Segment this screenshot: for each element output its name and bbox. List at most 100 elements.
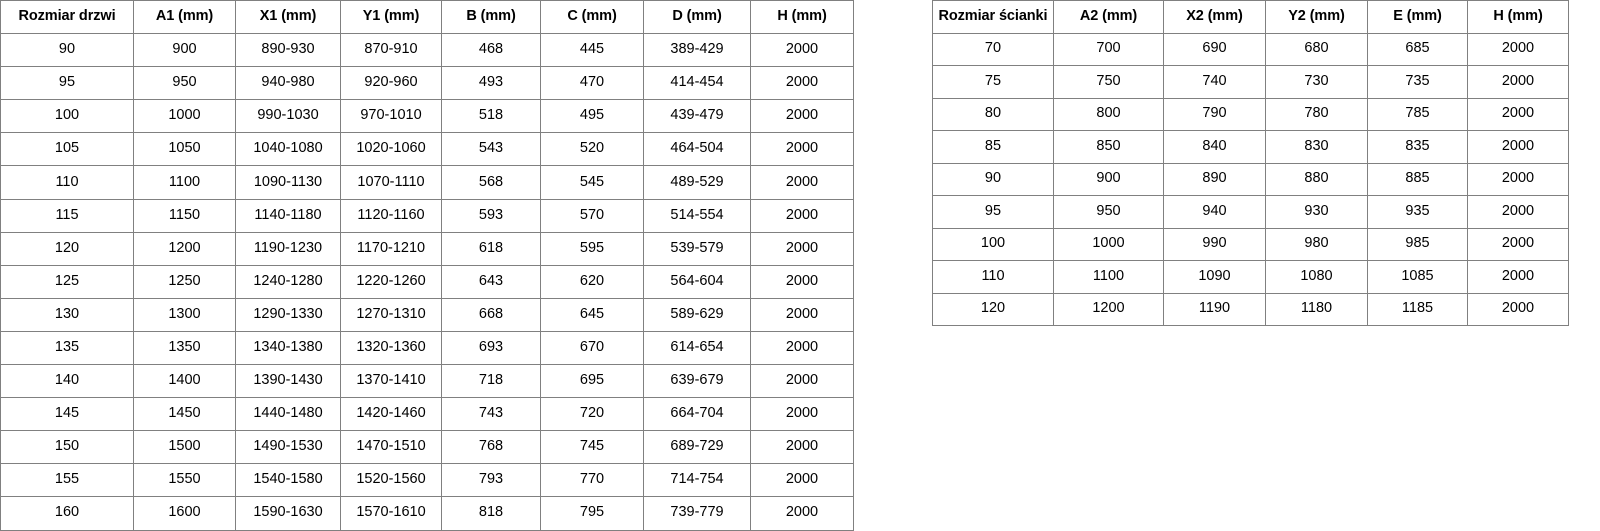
table-cell: 2000 xyxy=(1467,32,1569,66)
table-cell: 2000 xyxy=(1467,65,1569,99)
table-cell: 818 xyxy=(441,496,541,531)
table-cell: 1370-1410 xyxy=(340,364,442,399)
row-size-label: 150 xyxy=(0,430,134,465)
table-cell: 643 xyxy=(441,264,541,299)
row-size-label: 100 xyxy=(0,99,134,134)
table-cell: 2000 xyxy=(750,397,854,432)
table-cell: 714-754 xyxy=(643,463,751,498)
table-cell: 2000 xyxy=(750,463,854,498)
table-cell: 1350 xyxy=(133,330,236,366)
table-cell: 1570-1610 xyxy=(340,496,442,531)
table-cell: 2000 xyxy=(750,99,854,134)
table-cell: 620 xyxy=(540,264,644,299)
table-row: 100 1000 990-1030 970-1010 518 495 439-479 2000 xyxy=(0,99,854,134)
table-cell: 2000 xyxy=(750,496,854,531)
table-cell: 2000 xyxy=(750,132,854,167)
door-column-header-7: H (mm) xyxy=(750,0,854,35)
table-row: 160 1600 1590-1630 1570-1610 818 795 739-779 20… xyxy=(0,496,854,531)
table-cell: 2000 xyxy=(1467,195,1569,229)
table-cell: 1220-1260 xyxy=(340,264,442,299)
table-cell: 1020-1060 xyxy=(340,132,442,167)
table-cell: 850 xyxy=(1053,130,1164,164)
table-cell: 2000 xyxy=(750,364,854,399)
door-column-header-5: C (mm) xyxy=(540,0,644,35)
table-cell: 2000 xyxy=(750,297,854,332)
table-cell: 693 xyxy=(441,330,541,366)
table-cell: 645 xyxy=(540,297,644,332)
row-size-label: 155 xyxy=(0,463,134,498)
table-row: 120 1200 1190 1180 1185 2000 xyxy=(932,292,1569,326)
table-cell: 1290-1330 xyxy=(235,297,341,332)
table-row: 100 1000 990 980 985 2000 xyxy=(932,227,1569,261)
table-cell: 680 xyxy=(1265,32,1368,66)
table-cell: 690 xyxy=(1163,32,1266,66)
table-cell: 718 xyxy=(441,364,541,399)
table-cell: 614-654 xyxy=(643,330,751,366)
table-cell: 830 xyxy=(1265,130,1368,164)
table-cell: 1085 xyxy=(1367,260,1468,294)
row-size-label: 125 xyxy=(0,264,134,299)
table-cell: 985 xyxy=(1367,227,1468,261)
table-row: 145 1450 1440-1480 1420-1460 743 720 664-704 20… xyxy=(0,397,854,432)
table-row: 110 1100 1090 1080 1085 2000 xyxy=(932,260,1569,294)
table-cell: 1550 xyxy=(133,463,236,498)
table-cell: 1390-1430 xyxy=(235,364,341,399)
row-size-label: 90 xyxy=(0,33,134,68)
table-cell: 689-729 xyxy=(643,430,751,465)
table-cell: 2000 xyxy=(750,330,854,366)
table-cell: 940-980 xyxy=(235,66,341,101)
table-row: 125 1250 1240-1280 1220-1260 643 620 564-604 20… xyxy=(0,264,854,299)
table-header-row: Rozmiar ścianki A2 (mm) X2 (mm) Y2 (mm) E (m… xyxy=(932,0,1569,34)
table-cell: 740 xyxy=(1163,65,1266,99)
wall-table-body: 70 700 690 680 685 2000 75 750 740 730 735 2000 80 80… xyxy=(932,32,1569,326)
table-cell: 1185 xyxy=(1367,292,1468,326)
table-cell: 470 xyxy=(540,66,644,101)
wall-column-header-4: E (mm) xyxy=(1367,0,1468,34)
table-cell: 1490-1530 xyxy=(235,430,341,465)
row-size-label: 160 xyxy=(0,496,134,531)
table-cell: 489-529 xyxy=(643,165,751,200)
table-row: 75 750 740 730 735 2000 xyxy=(932,65,1569,99)
wall-column-header-0: Rozmiar ścianki xyxy=(932,0,1054,34)
table-cell: 768 xyxy=(441,430,541,465)
table-cell: 464-504 xyxy=(643,132,751,167)
table-cell: 2000 xyxy=(750,198,854,233)
table-row: 115 1150 1140-1180 1120-1160 593 570 514-554 20… xyxy=(0,198,854,233)
row-size-label: 135 xyxy=(0,330,134,366)
table-cell: 1300 xyxy=(133,297,236,332)
table-cell: 2000 xyxy=(750,264,854,299)
table-cell: 1140-1180 xyxy=(235,198,341,233)
table-row: 85 850 840 830 835 2000 xyxy=(932,130,1569,164)
row-size-label: 85 xyxy=(932,130,1054,164)
table-cell: 668 xyxy=(441,297,541,332)
table-cell: 1000 xyxy=(1053,227,1164,261)
table-cell: 2000 xyxy=(1467,227,1569,261)
table-cell: 2000 xyxy=(750,165,854,200)
table-cell: 1250 xyxy=(133,264,236,299)
row-size-label: 80 xyxy=(932,97,1054,131)
table-cell: 2000 xyxy=(750,430,854,465)
table-cell: 700 xyxy=(1053,32,1164,66)
row-size-label: 105 xyxy=(0,132,134,167)
table-cell: 840 xyxy=(1163,130,1266,164)
wall-column-header-3: Y2 (mm) xyxy=(1265,0,1368,34)
row-size-label: 95 xyxy=(932,195,1054,229)
table-cell: 389-429 xyxy=(643,33,751,68)
table-cell: 2000 xyxy=(1467,162,1569,196)
row-size-label: 70 xyxy=(932,32,1054,66)
table-cell: 589-629 xyxy=(643,297,751,332)
row-size-label: 75 xyxy=(932,65,1054,99)
table-row: 130 1300 1290-1330 1270-1310 668 645 589-629 20… xyxy=(0,297,854,332)
table-cell: 414-454 xyxy=(643,66,751,101)
row-size-label: 100 xyxy=(932,227,1054,261)
wall-table-header: Rozmiar ścianki A2 (mm) X2 (mm) Y2 (mm) E (m… xyxy=(932,0,1569,34)
table-cell: 1050 xyxy=(133,132,236,167)
table-cell: 685 xyxy=(1367,32,1468,66)
table-cell: 1190-1230 xyxy=(235,231,341,266)
table-cell: 1240-1280 xyxy=(235,264,341,299)
door-column-header-6: D (mm) xyxy=(643,0,751,35)
table-cell: 1450 xyxy=(133,397,236,432)
table-cell: 780 xyxy=(1265,97,1368,131)
table-cell: 518 xyxy=(441,99,541,134)
